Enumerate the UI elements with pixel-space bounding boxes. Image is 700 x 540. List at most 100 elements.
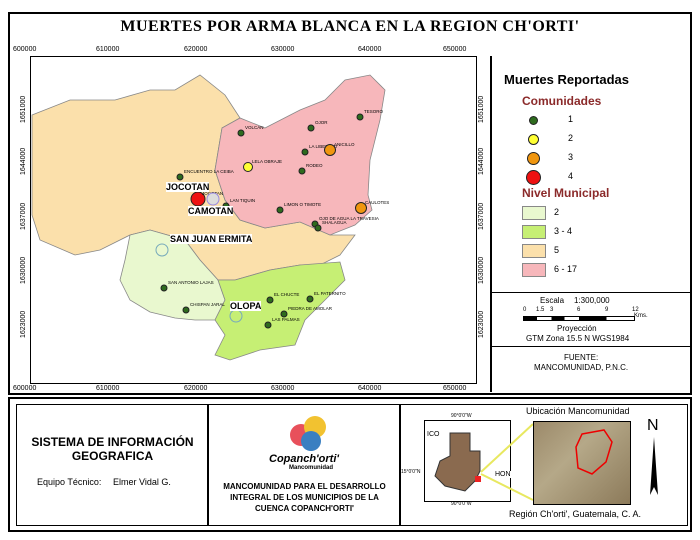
community-point [182, 306, 190, 314]
municipio-label: OLOPA [230, 301, 262, 311]
location-caption: Región Ch'orti', Guatemala, C. A. [509, 509, 641, 519]
community-point [324, 144, 336, 156]
legend-label: 3 [568, 152, 574, 162]
scale-value: 1:300,000 [574, 296, 610, 305]
y-tick-label: 1637000 [20, 202, 27, 230]
legend-label: 2 [568, 133, 574, 143]
region-inset-map [533, 421, 631, 505]
community-label: ANICILLO [334, 142, 355, 147]
y-tick-label: 1651000 [478, 95, 485, 123]
scale-bar [523, 316, 635, 321]
org-box: Copanch'orti' Mancomunidad MANCOMUNIDAD … [208, 404, 400, 526]
community-point [306, 295, 314, 303]
community-label: LAN TIQUIN [230, 198, 255, 203]
municipio-label: SAN JUAN ERMITA [170, 234, 253, 244]
scale-label: Escala [540, 296, 565, 305]
community-label: LELA OBRAJE [252, 159, 282, 164]
legend-label: 4 [568, 171, 574, 181]
community-label: CHISPAN JARAL [190, 302, 225, 307]
community-label: EL CHUCTE [274, 292, 299, 297]
neighbor-label: ICO [427, 431, 440, 438]
y-tick-label: 1623000 [20, 310, 27, 338]
legend-swatch [526, 170, 541, 185]
nivel-title: Nivel Municipal [522, 186, 610, 200]
x-tick-label: 620000 [184, 46, 208, 53]
community-point [264, 321, 272, 329]
source: MANCOMUNIDAD, P.N.C. [534, 363, 629, 372]
scale-unit: Kms. [634, 313, 648, 319]
community-point [356, 113, 364, 121]
community-label: ENCUENTRO LA CEIBA [184, 169, 234, 174]
team-name: Elmer Vidal G. [113, 477, 171, 487]
legend-swatch [528, 134, 539, 145]
location-title: Ubicación Mancomunidad [526, 406, 630, 416]
community-point [243, 162, 253, 172]
coord-label: 15°0'0"N [401, 469, 421, 475]
coord-label: 90°0'0"W [451, 413, 472, 419]
legend-label: 5 [554, 245, 560, 255]
x-tick-label: 610000 [96, 46, 120, 53]
y-tick-label: 1630000 [478, 256, 485, 284]
y-tick-label: 1644000 [478, 147, 485, 175]
legend-label: 2 [554, 207, 560, 217]
region-jocotan [214, 74, 386, 236]
community-label: SAN ANTONIO LAJAS [168, 280, 214, 285]
zoom-lines [480, 423, 534, 501]
projection: GTM Zona 15.5 N WGS1984 [526, 334, 630, 343]
community-label: OJOR [315, 120, 328, 125]
community-point [280, 310, 288, 318]
copanchorti-logo-icon [290, 416, 326, 451]
footer-panel: SISTEMA DE INFORMACIÓN GEOGRAFICA Equipo… [8, 397, 692, 532]
logo-sub: Mancomunidad [289, 465, 334, 471]
y-tick-label: 1644000 [20, 147, 27, 175]
y-tick-label: 1651000 [20, 95, 27, 123]
neighbor-label: HON [495, 471, 511, 478]
map-area [30, 56, 477, 384]
community-point [314, 224, 322, 232]
community-label: OJO DE AGUA LA TRAVESIA [319, 216, 379, 221]
guatemala-inset-map: ICO HON [424, 420, 511, 502]
scale-tick: 1.5 [536, 307, 545, 313]
community-point [301, 148, 309, 156]
community-label: LAS PALMAS [272, 317, 300, 322]
x-tick-label: 600000 [13, 46, 37, 53]
san-juan-seat-icon [155, 243, 169, 257]
logo-text: Copanch'orti' [269, 453, 340, 465]
north-arrow-icon: N [647, 417, 659, 434]
municipio-label: JOCOTAN [166, 182, 210, 192]
community-point [355, 202, 367, 214]
map-frame [8, 12, 692, 395]
x-tick-label: 650000 [443, 385, 467, 392]
legend-swatch [529, 116, 538, 125]
source-label: FUENTE: [564, 353, 599, 362]
x-tick-label: 620000 [184, 385, 208, 392]
legend-swatch [522, 206, 546, 220]
location-box: Ubicación Mancomunidad 90°0'0"W 90°0'0"W… [400, 404, 688, 526]
x-tick-label: 640000 [358, 385, 382, 392]
community-label: PIEDRA DE AMOLAR [288, 306, 333, 311]
legend-swatch [527, 152, 540, 165]
comunidades-title: Comunidades [522, 94, 602, 108]
community-point [160, 284, 168, 292]
x-tick-label: 650000 [443, 46, 467, 53]
legend-label: 6 - 17 [554, 264, 578, 274]
y-tick-label: 1623000 [478, 310, 485, 338]
x-tick-label: 640000 [358, 46, 382, 53]
community-point [307, 124, 315, 132]
legend-label: 3 - 4 [554, 226, 573, 236]
community-label: EL PATERNITO [314, 291, 346, 296]
scale-tick: 9 [605, 307, 609, 313]
y-tick-label: 1630000 [20, 256, 27, 284]
sig-title: SISTEMA DE INFORMACIÓN GEOGRAFICA [31, 435, 194, 463]
x-tick-label: 610000 [96, 385, 120, 392]
community-label: LA LIBERTAD [309, 144, 338, 149]
legend-label: 1 [568, 114, 574, 124]
scale-tick: 0 [523, 307, 527, 313]
scale-tick: 12 [632, 307, 639, 313]
community-label: TESORO [364, 109, 384, 114]
municipio-label: CAMOTAN [188, 206, 234, 216]
legend-swatch [522, 225, 546, 239]
projection-label: Proyección [557, 324, 597, 333]
legend-swatch [522, 244, 546, 258]
